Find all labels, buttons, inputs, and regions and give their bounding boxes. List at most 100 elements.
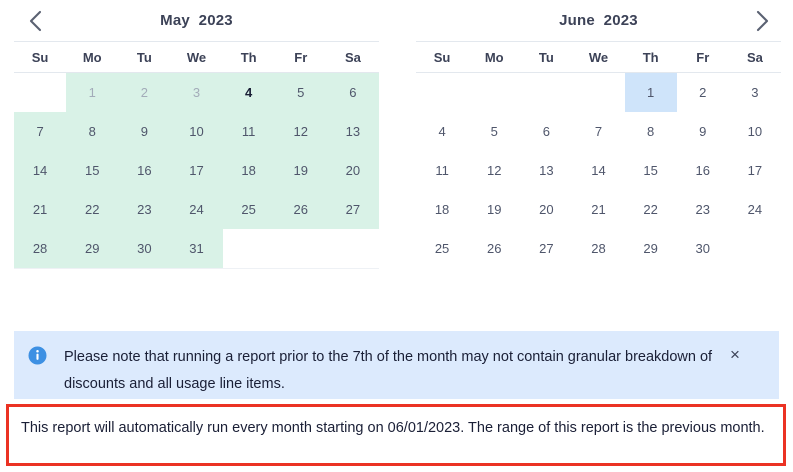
calendar-day[interactable]: 10 [747,124,763,139]
calendar-day[interactable]: 9 [118,112,171,151]
close-icon[interactable]: × [730,345,740,364]
weekday-sa: Sa [344,49,361,65]
calendar-day[interactable]: 15 [643,163,658,178]
calendar-week-row: 11 12 13 14 15 16 17 [416,151,781,190]
calendar-day[interactable]: 3 [170,73,223,112]
calendar-day-empty [327,229,379,268]
calendar-day[interactable]: 9 [699,124,707,139]
calendar-day[interactable]: 20 [539,202,554,217]
calendar-day[interactable]: 6 [326,73,379,112]
calendar-day[interactable]: 4 [222,73,275,112]
calendar-day[interactable]: 25 [222,190,275,229]
calendar-day[interactable]: 8 [647,124,655,139]
calendar-day[interactable]: 14 [591,163,606,178]
calendar-day[interactable]: 7 [14,112,67,151]
chevron-right-icon[interactable] [749,8,775,34]
calendar-header-left: May 2023 [14,0,379,41]
weekday-mo: Mo [82,49,102,65]
calendar-day[interactable]: 4 [438,124,446,139]
calendar-day[interactable]: 23 [118,190,171,229]
calendar-day-empty [520,73,572,112]
calendar-day[interactable]: 7 [594,124,603,139]
calendar-day-empty [14,73,66,112]
calendar-day[interactable]: 12 [274,112,327,151]
calendar-day[interactable]: 19 [274,151,327,190]
weekday-tu: Tu [136,49,152,65]
calendar-day[interactable]: 28 [591,241,606,256]
calendar-day[interactable]: 2 [118,73,171,112]
calendar-day[interactable]: 15 [66,151,119,190]
calendar-day[interactable]: 11 [222,112,275,151]
calendar-day[interactable]: 21 [591,202,606,217]
weekday-header-left: Su Mo Tu We Th Fr Sa [14,41,379,73]
weekday-header-right: Su Mo Tu We Th Fr Sa [416,41,781,73]
calendar-day[interactable]: 2 [699,85,707,100]
calendar-day[interactable]: 18 [222,151,275,190]
info-circle-icon [28,346,47,365]
calendar-day-empty [468,73,520,112]
weekday-th: Th [642,49,659,65]
calendar-day[interactable]: 25 [434,241,450,256]
calendar-day[interactable]: 16 [695,163,710,178]
calendar-day[interactable]: 5 [274,73,327,112]
weekday-th: Th [240,49,257,65]
info-banner: Please note that running a report prior … [14,331,779,399]
calendar-day[interactable]: 22 [66,190,119,229]
calendar-week-row: 14 15 16 17 18 19 20 [14,151,379,190]
calendar-day[interactable]: 17 [747,163,763,178]
calendar-day[interactable]: 19 [486,202,502,217]
calendar-day[interactable]: 6 [542,124,550,139]
weekday-sa: Sa [746,49,763,65]
calendar-day[interactable]: 1 [66,73,119,112]
calendar-day-empty [572,73,624,112]
calendar-day[interactable]: 27 [539,241,554,256]
weekday-mo: Mo [484,49,504,65]
weekday-we: We [588,49,609,65]
calendar-day[interactable]: 1 [624,73,677,112]
calendar-day[interactable]: 8 [66,112,119,151]
calendar-day[interactable]: 20 [326,151,379,190]
calendar-day[interactable]: 12 [486,163,502,178]
calendar-week-row: 1 2 3 [416,73,781,112]
weekday-fr: Fr [696,49,710,65]
calendar-day[interactable]: 11 [435,163,449,178]
calendar-day[interactable]: 28 [14,229,67,268]
calendar-day[interactable]: 3 [751,85,759,100]
calendar-day[interactable]: 31 [170,229,223,268]
calendar-day[interactable]: 24 [747,202,763,217]
calendar-day[interactable]: 17 [170,151,223,190]
calendar-day[interactable]: 10 [170,112,223,151]
calendar-day[interactable]: 18 [434,202,450,217]
calendar-title-right: June 2023 [559,12,638,29]
calendar-day[interactable]: 16 [118,151,171,190]
calendar-day[interactable]: 21 [14,190,67,229]
calendar-week-row: 4 5 6 7 8 9 10 [416,112,781,151]
calendar-week-row: 21 22 23 24 25 26 27 [14,190,379,229]
calendar-day[interactable]: 27 [326,190,379,229]
calendar-day[interactable]: 24 [170,190,223,229]
calendar-day[interactable]: 22 [643,202,658,217]
calendar-title-left: May 2023 [160,12,233,29]
calendar-day[interactable]: 26 [274,190,327,229]
calendar-week-row: 7 8 9 10 11 12 13 [14,112,379,151]
calendar-grid-left: 1 2 3 4 5 6 7 8 9 10 11 12 13 14 15 16 17 18 19 20 21 22 23 24 2… [14,73,379,269]
weekday-we: We [186,49,207,65]
calendar-day[interactable]: 30 [118,229,171,268]
calendar-day[interactable]: 13 [539,163,554,178]
calendar-day[interactable]: 23 [695,202,710,217]
calendar-day[interactable]: 14 [14,151,67,190]
calendar-day[interactable]: 26 [486,241,502,256]
calendar-day[interactable]: 30 [695,241,710,256]
chevron-left-icon[interactable] [22,8,48,34]
weekday-tu: Tu [538,49,554,65]
calendar-day[interactable]: 29 [643,241,658,256]
calendar-day[interactable]: 29 [66,229,119,268]
calendar-week-row: 18 19 20 21 22 23 24 [416,190,781,229]
info-banner-message: Please note that running a report prior … [64,349,713,392]
calendar-day[interactable]: 13 [326,112,379,151]
calendar-day[interactable]: 5 [490,124,498,139]
